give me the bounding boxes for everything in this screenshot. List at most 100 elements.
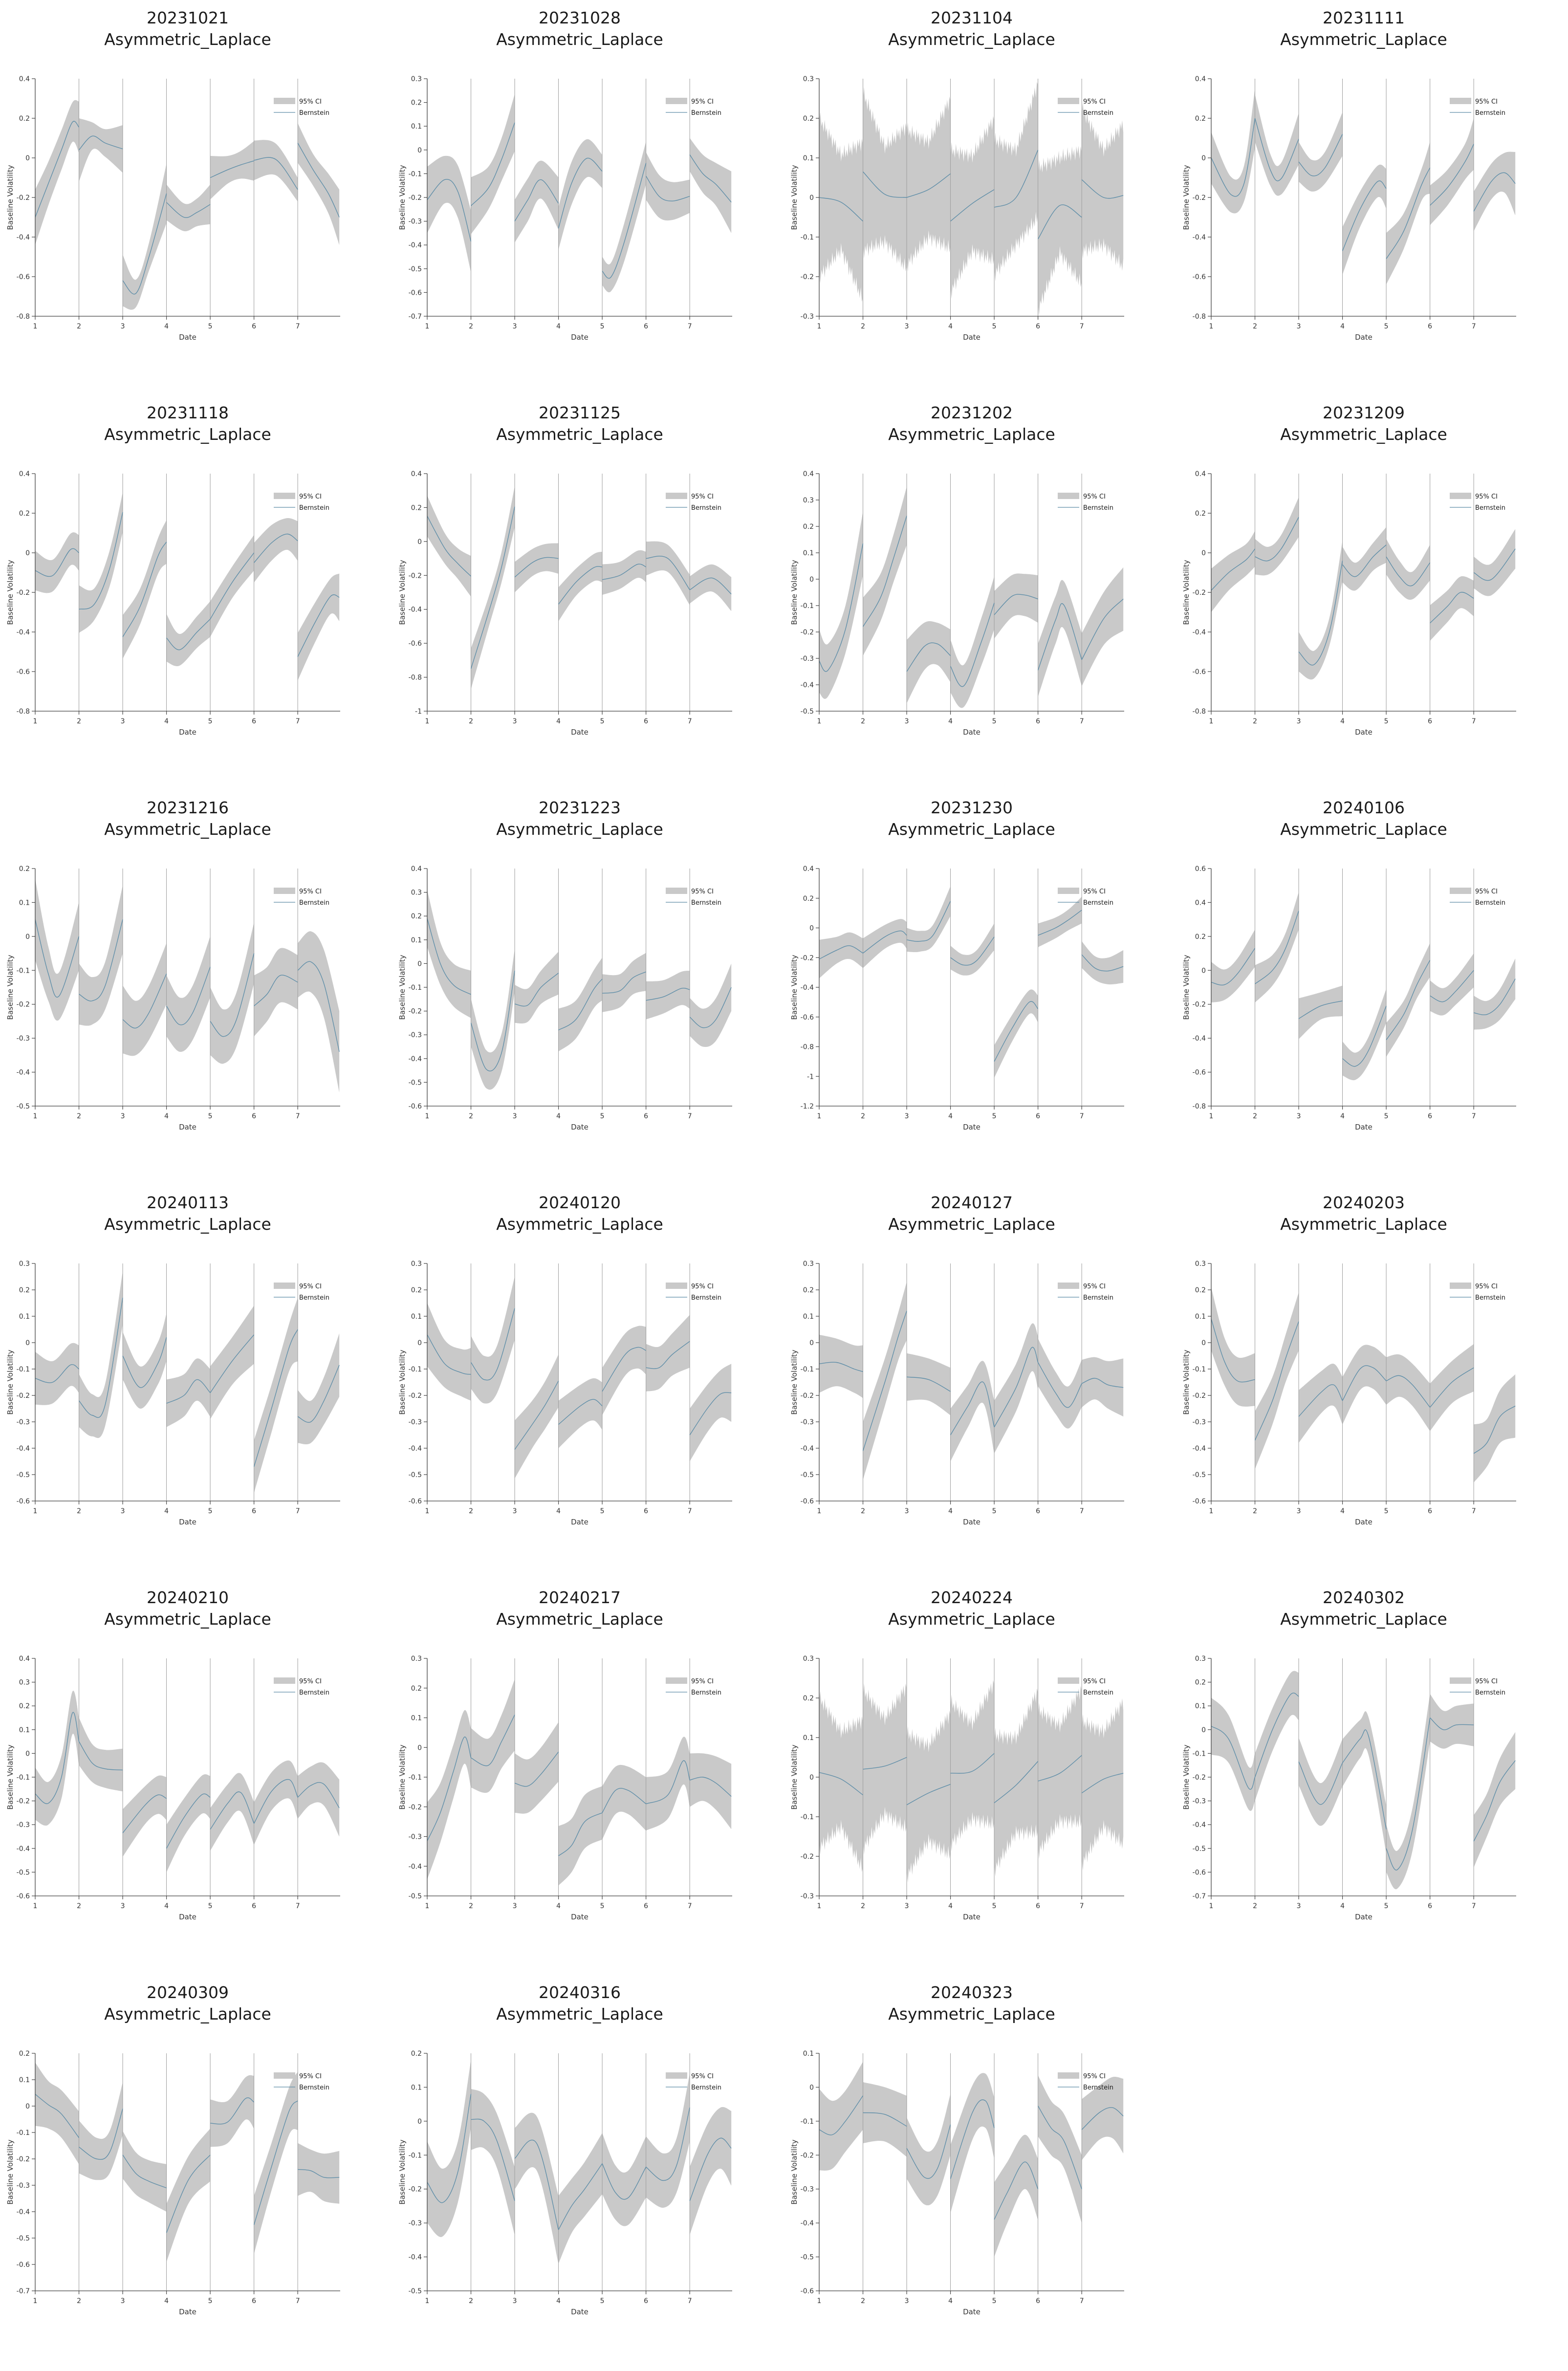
svg-text:7: 7 (1080, 323, 1084, 330)
legend: 95% CI Bernstein (1058, 888, 1113, 907)
svg-text:5: 5 (992, 1507, 997, 1515)
svg-text:3: 3 (1297, 1902, 1301, 1910)
svg-text:2: 2 (77, 1112, 81, 1120)
bernstein-line (1211, 1319, 1516, 1454)
svg-text:-0.2: -0.2 (801, 273, 814, 281)
chart-cell: 20240106 Asymmetric_Laplace -0.8 -0.6 -0.4 -0… (1176, 790, 1568, 1185)
chart-title: 20240106 (1323, 798, 1405, 817)
svg-text:3: 3 (513, 1902, 517, 1910)
y-ticks: -1.2 -1 -0.8 -0.6 -0.4 -0.2 0 0.2 0.4 (801, 865, 819, 1110)
legend-bernstein-label: Bernstein (299, 2084, 329, 2091)
svg-text:-0.5: -0.5 (17, 1103, 30, 1110)
chart-subtitle: Asymmetric_Laplace (888, 425, 1055, 444)
svg-text:1: 1 (33, 1902, 38, 1910)
svg-text:-0.5: -0.5 (1193, 1471, 1206, 1479)
svg-text:-0.6: -0.6 (801, 1014, 814, 1022)
svg-text:7: 7 (1472, 323, 1476, 330)
svg-text:-0.2: -0.2 (17, 194, 30, 202)
svg-text:-0.4: -0.4 (17, 2208, 30, 2216)
x-axis-label: Date (179, 333, 196, 342)
gridlines (79, 79, 298, 316)
y-ticks: -0.5 -0.4 -0.3 -0.2 -0.1 0 0.1 0.2 (409, 2050, 427, 2295)
x-ticks: 1 2 3 4 5 6 7 (817, 2291, 1084, 2305)
svg-text:0.2: 0.2 (1195, 933, 1206, 941)
legend-bernstein-label: Bernstein (691, 504, 721, 512)
svg-text:-0.4: -0.4 (409, 606, 422, 614)
legend-ci-swatch (666, 2072, 687, 2079)
svg-text:4: 4 (164, 718, 169, 725)
legend-ci-label: 95% CI (1083, 2073, 1106, 2080)
legend-ci-label: 95% CI (1475, 888, 1498, 895)
svg-text:0.2: 0.2 (411, 504, 422, 512)
svg-text:3: 3 (905, 1507, 909, 1515)
svg-text:0.2: 0.2 (1195, 1286, 1206, 1294)
x-ticks: 1 2 3 4 5 6 7 (1209, 711, 1476, 725)
x-axis-label: Date (179, 1913, 196, 1921)
svg-text:-0.2: -0.2 (17, 1001, 30, 1009)
x-ticks: 1 2 3 4 5 6 7 (817, 316, 1084, 330)
ci-band (819, 487, 1124, 708)
svg-text:7: 7 (688, 323, 692, 330)
legend: 95% CI Bernstein (1450, 1677, 1505, 1697)
chart-title: 20240203 (1323, 1193, 1405, 1212)
svg-text:-0.4: -0.4 (409, 1863, 422, 1871)
svg-text:0.1: 0.1 (411, 936, 422, 944)
x-ticks: 1 2 3 4 5 6 7 (33, 1501, 300, 1515)
y-axis-label: Baseline Volatility (398, 955, 407, 1020)
legend-ci-label: 95% CI (691, 2073, 714, 2080)
chart-subtitle: Asymmetric_Laplace (1280, 425, 1447, 444)
x-ticks: 1 2 3 4 5 6 7 (1209, 1896, 1476, 1910)
svg-text:-0.4: -0.4 (1193, 1821, 1206, 1829)
legend-ci-swatch (274, 888, 295, 894)
svg-text:4: 4 (556, 1902, 561, 1910)
svg-text:6: 6 (252, 323, 256, 330)
legend-ci-swatch (1058, 888, 1079, 894)
legend: 95% CI Bernstein (1058, 2072, 1113, 2091)
svg-text:0.3: 0.3 (803, 1260, 814, 1268)
y-ticks: -0.8 -0.6 -0.4 -0.2 0 0.2 0.4 0.6 (1193, 865, 1211, 1110)
svg-text:7: 7 (296, 1902, 300, 1910)
svg-text:0.3: 0.3 (803, 1655, 814, 1663)
chart-cell: 20240217 Asymmetric_Laplace -0.5 -0.4 -0.3 -0… (392, 1580, 784, 1975)
ci-band (427, 2060, 732, 2264)
chart-subtitle: Asymmetric_Laplace (104, 820, 271, 839)
chart-cell: 20231216 Asymmetric_Laplace -0.5 -0.4 -0.3 -0… (0, 790, 392, 1185)
svg-text:-0.4: -0.4 (409, 1055, 422, 1063)
chart-cell: 20240210 Asymmetric_Laplace -0.6 -0.5 -0.4 -0… (0, 1580, 392, 1975)
chart-20231118: 20231118Asymmetric_Laplace-0.8-0.6-0.4-0… (6, 403, 340, 737)
chart-20231216: 20231216Asymmetric_Laplace-0.5-0.4-0.3-0… (6, 798, 340, 1131)
svg-text:0.2: 0.2 (19, 115, 30, 123)
gridlines (471, 2053, 690, 2291)
legend-ci-swatch (1058, 2072, 1079, 2079)
svg-text:0.3: 0.3 (1195, 1655, 1206, 1663)
svg-text:7: 7 (1080, 1112, 1084, 1120)
svg-text:4: 4 (1340, 1507, 1345, 1515)
svg-text:0.3: 0.3 (411, 75, 422, 83)
svg-text:0.3: 0.3 (803, 497, 814, 504)
chart-subtitle: Asymmetric_Laplace (1280, 30, 1447, 49)
svg-text:4: 4 (948, 1507, 953, 1515)
svg-text:-0.8: -0.8 (801, 1044, 814, 1051)
svg-text:7: 7 (688, 1507, 692, 1515)
svg-text:0.1: 0.1 (803, 1313, 814, 1321)
gridlines (471, 474, 690, 711)
svg-text:-0.6: -0.6 (409, 640, 422, 648)
chart-title: 20231216 (147, 798, 229, 817)
svg-text:4: 4 (556, 2297, 561, 2305)
svg-text:0.1: 0.1 (19, 899, 30, 907)
svg-text:7: 7 (1080, 1902, 1084, 1910)
chart-subtitle: Asymmetric_Laplace (104, 2004, 271, 2023)
svg-text:7: 7 (1080, 1507, 1084, 1515)
svg-text:4: 4 (1340, 718, 1345, 725)
svg-text:-0.1: -0.1 (801, 234, 814, 241)
svg-text:5: 5 (208, 1507, 213, 1515)
legend-ci-label: 95% CI (1083, 98, 1106, 106)
svg-text:0: 0 (25, 933, 30, 941)
svg-text:1: 1 (817, 718, 822, 725)
svg-text:-0.8: -0.8 (409, 674, 422, 682)
svg-text:2: 2 (1253, 718, 1257, 725)
y-axis-label: Baseline Volatility (1182, 1349, 1191, 1414)
gridlines (1255, 474, 1474, 711)
svg-text:4: 4 (164, 323, 169, 330)
svg-text:2: 2 (1253, 1902, 1257, 1910)
